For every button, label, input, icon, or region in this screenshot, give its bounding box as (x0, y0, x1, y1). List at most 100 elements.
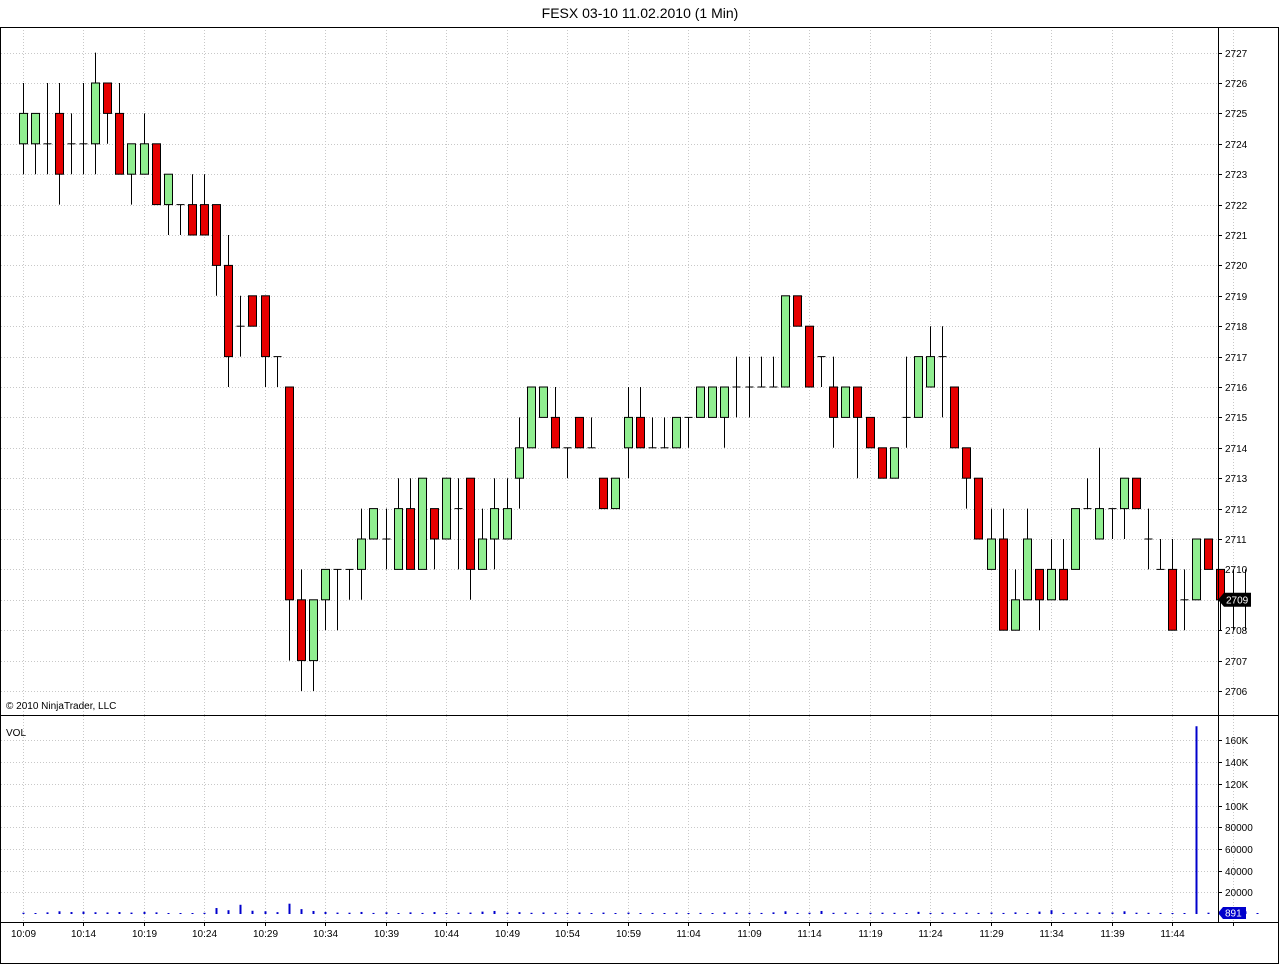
candle (309, 599, 318, 691)
price-tick-label: 2722 (1225, 201, 1248, 212)
candle-body (466, 477, 475, 570)
candle-body (1059, 568, 1068, 601)
candle (394, 478, 403, 570)
candle (757, 356, 766, 388)
candle (200, 174, 209, 236)
candle (140, 113, 149, 175)
candle-body (575, 416, 584, 449)
price-tick-label: 2715 (1225, 413, 1248, 424)
candle-body (914, 356, 923, 418)
candle (793, 295, 802, 327)
candle-body (503, 508, 512, 540)
last-price-label: 2709 (1226, 595, 1249, 606)
candle (1156, 539, 1165, 570)
time-tick-label: 10:09 (11, 929, 36, 940)
volume-axis: 20000 40000 60000 80000 100K 120K 140K 160K 891 (1218, 736, 1253, 920)
candle (285, 386, 294, 661)
candle (164, 173, 173, 235)
price-tick-label: 2721 (1225, 231, 1248, 242)
price-tick-label: 2723 (1225, 170, 1248, 181)
candle (769, 356, 778, 388)
chart-border (0, 27, 1279, 964)
candle-body (103, 82, 112, 114)
price-tick-label: 2727 (1225, 49, 1248, 60)
candle-body (781, 295, 790, 388)
candle (406, 478, 415, 570)
price-axis: 2706 2707 2708 2709 2710 2711 2712 2713 2714 2715… (1218, 49, 1251, 698)
candle-body (321, 568, 330, 601)
candle (478, 508, 487, 570)
candle-body (127, 143, 136, 175)
candle-body (636, 416, 645, 449)
time-tick-label: 10:49 (495, 929, 520, 940)
time-tick-label: 11:14 (797, 929, 822, 940)
candle (708, 386, 717, 418)
candle (720, 386, 729, 448)
candle (152, 143, 161, 206)
volume-tick-label: 20000 (1225, 888, 1253, 899)
price-tick-label: 2706 (1225, 687, 1248, 698)
candle (587, 417, 596, 449)
candle-body (962, 447, 971, 479)
time-tick-label: 10:19 (132, 929, 157, 940)
candle (91, 52, 100, 175)
candle (1180, 569, 1189, 631)
candle (1023, 508, 1032, 601)
candle (672, 416, 681, 449)
candle-body (1132, 477, 1141, 510)
candle-body (152, 143, 161, 206)
candle (987, 508, 996, 570)
candle-body (1023, 538, 1032, 601)
candle-body (866, 416, 875, 449)
time-tick-label: 11:19 (858, 929, 883, 940)
candle (781, 295, 790, 388)
candle (890, 447, 899, 479)
candle (902, 356, 911, 448)
candle (1108, 508, 1117, 539)
price-tick-label: 2717 (1225, 353, 1248, 364)
candle (829, 356, 838, 448)
candle (841, 386, 850, 418)
candle-body (309, 599, 318, 662)
candle (430, 508, 439, 570)
candle (55, 83, 64, 205)
candle (599, 477, 608, 510)
price-tick-label: 2711 (1225, 535, 1247, 546)
candle (1095, 447, 1104, 540)
candle-body (357, 538, 366, 570)
candle (926, 326, 935, 388)
candle (648, 417, 657, 449)
candle-body (539, 386, 548, 418)
candle-body (551, 416, 560, 449)
candle (745, 356, 754, 418)
price-tick-label: 2719 (1225, 292, 1248, 303)
time-tick-label: 11:24 (918, 929, 943, 940)
candle (503, 478, 512, 540)
candle (660, 417, 669, 449)
candle (1192, 538, 1201, 601)
time-tick-label: 10:14 (71, 929, 96, 940)
candle-body (297, 599, 306, 662)
candle (805, 325, 814, 388)
candle (261, 295, 270, 387)
candle (539, 386, 548, 418)
candle (817, 356, 826, 387)
candle-body (696, 386, 705, 418)
candle-body (248, 295, 257, 327)
candle-body (212, 204, 221, 266)
candle (176, 204, 185, 235)
candle-body (164, 173, 173, 206)
candle (31, 112, 40, 175)
price-tick-label: 2713 (1225, 474, 1248, 485)
candle-body (55, 112, 64, 175)
candle (563, 447, 572, 479)
candle (188, 174, 197, 236)
price-candles (19, 52, 1250, 691)
candle-body (188, 204, 197, 236)
volume-tick-label: 140K (1225, 758, 1249, 769)
candle-body (1035, 568, 1044, 601)
time-axis: 10:09 10:14 10:19 10:24 10:29 10:34 10:39 10:44… (11, 922, 1234, 940)
volume-tick-label: 80000 (1225, 823, 1253, 834)
candle-body (841, 386, 850, 418)
